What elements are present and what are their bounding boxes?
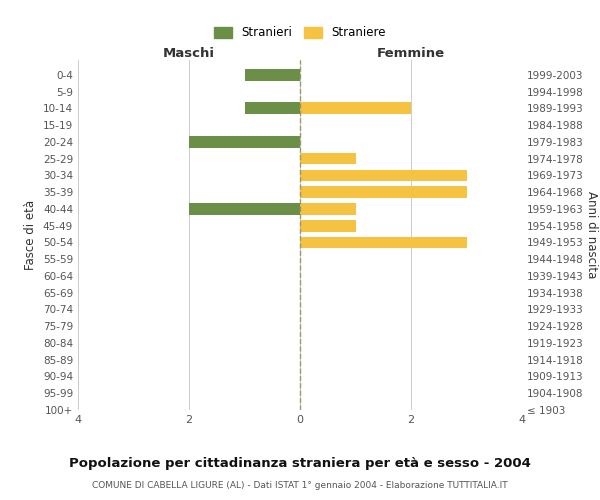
Bar: [300, 102, 411, 114]
Bar: [300, 203, 355, 215]
Bar: [245, 69, 300, 80]
Bar: [189, 136, 300, 147]
Bar: [300, 186, 467, 198]
Bar: [189, 203, 300, 215]
Bar: [300, 220, 355, 232]
Legend: Stranieri, Straniere: Stranieri, Straniere: [208, 20, 392, 45]
Bar: [300, 236, 467, 248]
Bar: [245, 102, 300, 114]
Text: Femmine: Femmine: [377, 46, 445, 60]
Bar: [300, 153, 355, 164]
Text: Maschi: Maschi: [163, 46, 215, 60]
Text: Popolazione per cittadinanza straniera per età e sesso - 2004: Popolazione per cittadinanza straniera p…: [69, 458, 531, 470]
Text: COMUNE DI CABELLA LIGURE (AL) - Dati ISTAT 1° gennaio 2004 - Elaborazione TUTTIT: COMUNE DI CABELLA LIGURE (AL) - Dati IST…: [92, 481, 508, 490]
Bar: [300, 170, 467, 181]
Y-axis label: Anni di nascita: Anni di nascita: [584, 192, 598, 278]
Y-axis label: Fasce di età: Fasce di età: [25, 200, 37, 270]
